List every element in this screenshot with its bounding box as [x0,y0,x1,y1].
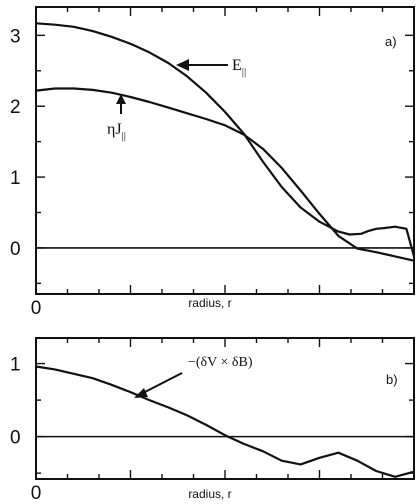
panel-a: 0 1 2 3 0 a) radius, r E|| ηJ|| [10,6,416,319]
y-tick-label: 1 [10,168,21,189]
series-line-dv-cross-db [35,365,415,478]
y-tick-label: 0 [10,239,21,260]
panel-b-x-tick-labels: 0 [31,483,42,504]
annotation-eta-j-parallel-label: ηJ|| [107,121,126,142]
annotation-dv-cross-db-arrowhead [134,388,148,398]
panel-b-y-tick-labels: 01 [10,355,21,449]
panel-a-ticks [36,7,414,294]
series-line-e-parallel [35,22,416,257]
annotation-eta-j-parallel: ηJ|| [107,94,126,142]
x-tick-label: 0 [31,483,42,504]
annotation-e-parallel-label: E|| [232,57,246,78]
annotation-dv-cross-db-arrow [140,372,183,395]
panel-a-y-tick-labels: 0 1 2 3 [10,26,21,260]
annotation-e-parallel: E|| [176,57,246,78]
y-tick-label: 1 [10,355,21,376]
annotation-dv-cross-db: −(δV × δB) [134,355,253,398]
annotation-dv-cross-db-label: −(δV × δB) [188,355,253,370]
panel-b: 01 0 b) radius, r −(δV × δB) [10,337,415,504]
panel-b-tag: b) [386,372,398,387]
panel-b-x-axis-title: radius, r [188,487,231,501]
y-tick-label: 2 [10,97,21,118]
x-tick-label: 0 [31,298,42,319]
panel-a-x-axis-title: radius, r [188,296,231,310]
panel-a-frame [35,6,415,295]
series-line-eta-j-parallel [35,87,415,262]
annotation-e-parallel-arrowhead [176,59,189,71]
panel-a-x-tick-labels: 0 [31,298,42,319]
annotation-eta-j-parallel-arrowhead [116,94,126,104]
panel-a-tag: a) [385,34,397,49]
panel-b-ticks [36,338,414,479]
y-tick-label: 0 [10,428,21,449]
y-tick-label: 3 [10,26,21,47]
